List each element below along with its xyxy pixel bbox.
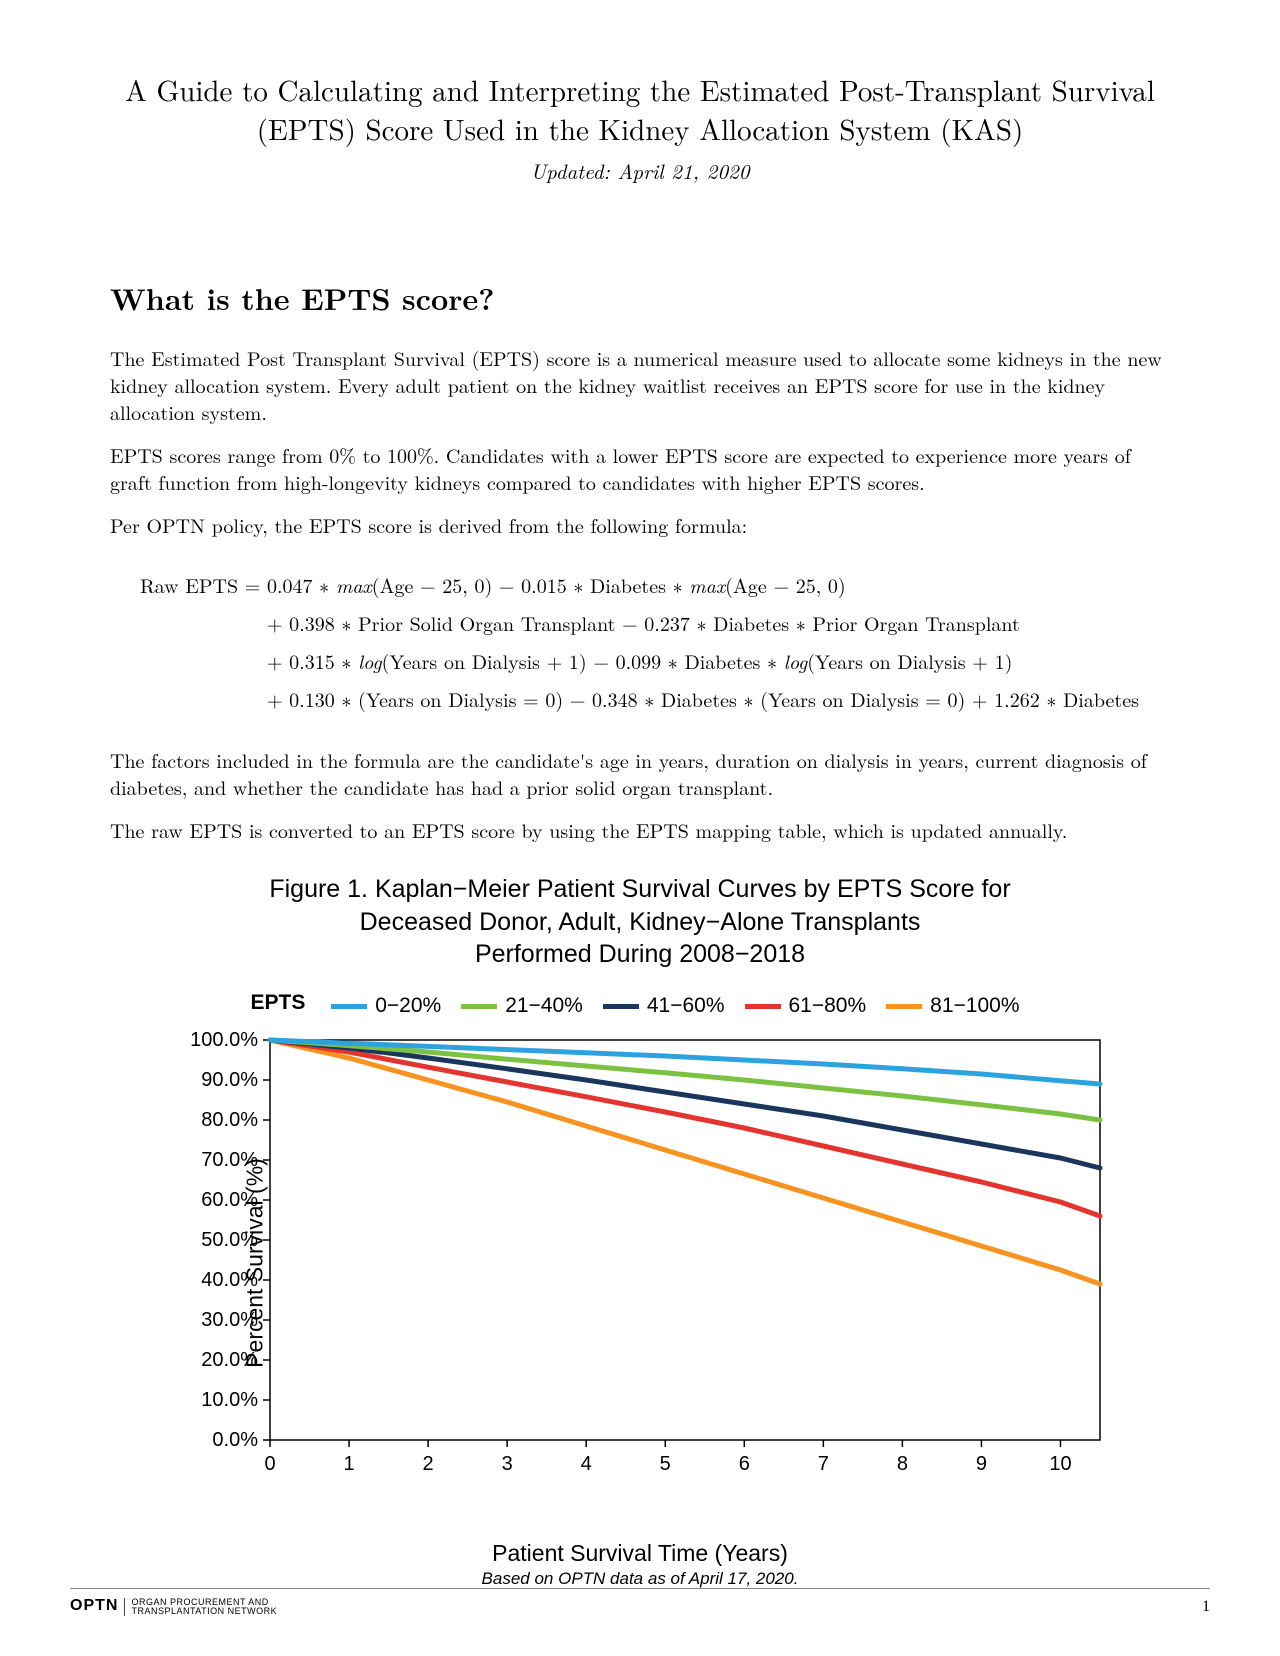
- chart-svg: 0.0%10.0%20.0%30.0%40.0%50.0%60.0%70.0%8…: [160, 1030, 1120, 1495]
- legend-swatch: [603, 1004, 639, 1009]
- footer-logo-bold: OPTN: [70, 1597, 118, 1614]
- legend-item: 81−100%: [886, 994, 1019, 1018]
- legend-label: 0−20%: [375, 994, 441, 1018]
- formula-lhs: Raw EPTS =: [140, 566, 260, 604]
- formula-line-4: + 0.130 ∗ (Years on Dialysis = 0) − 0.34…: [267, 680, 1139, 718]
- section-heading-what-is: What is the EPTS score?: [110, 276, 1170, 319]
- footer-logo: OPTN ORGAN PROCUREMENT ANDTRANSPLANTATION…: [70, 1598, 277, 1613]
- formula-line-3: + 0.315 ∗ log(Years on Dialysis + 1) − 0…: [267, 642, 1139, 680]
- formula-line-1: 0.047 ∗ max(Age − 25, 0) − 0.015 ∗ Diabe…: [267, 566, 1139, 604]
- formula-rhs: 0.047 ∗ max(Age − 25, 0) − 0.015 ∗ Diabe…: [267, 566, 1139, 718]
- svg-text:1: 1: [343, 1453, 354, 1475]
- figure-title-line-3: Performed During 2008−2018: [475, 940, 805, 968]
- page-number: 1: [1202, 1598, 1210, 1616]
- paragraph-2: EPTS scores range from 0% to 100%. Candi…: [110, 441, 1170, 495]
- svg-text:4: 4: [581, 1453, 592, 1475]
- title-line-1: A Guide to Calculating and Interpreting …: [125, 69, 1155, 110]
- figure-1: Figure 1. Kaplan−Meier Patient Survival …: [160, 873, 1120, 1589]
- legend-item: 41−60%: [603, 994, 725, 1018]
- paragraph-3: Per OPTN policy, the EPTS score is deriv…: [110, 511, 1170, 538]
- legend-swatch: [461, 1004, 497, 1009]
- legend-swatch: [331, 1004, 367, 1009]
- paragraph-4: The factors included in the formula are …: [110, 746, 1170, 800]
- raw-epts-formula: Raw EPTS = 0.047 ∗ max(Age − 25, 0) − 0.…: [140, 566, 1170, 718]
- legend-label: 41−60%: [647, 994, 725, 1018]
- svg-text:0.0%: 0.0%: [212, 1429, 258, 1451]
- figure-title-line-2: Deceased Donor, Adult, Kidney−Alone Tran…: [360, 908, 921, 936]
- svg-text:90.0%: 90.0%: [201, 1069, 258, 1091]
- legend-title: EPTS: [251, 991, 306, 1014]
- survival-chart: Percent Survival (%) 0.0%10.0%20.0%30.0%…: [160, 1030, 1120, 1495]
- legend-label: 21−40%: [505, 994, 583, 1018]
- legend-label: 81−100%: [930, 994, 1019, 1018]
- figure-title-line-1: Figure 1. Kaplan−Meier Patient Survival …: [269, 875, 1010, 903]
- svg-text:10: 10: [1049, 1453, 1071, 1475]
- paragraph-1: The Estimated Post Transplant Survival (…: [110, 344, 1170, 425]
- svg-text:80.0%: 80.0%: [201, 1109, 258, 1131]
- document-title: A Guide to Calculating and Interpreting …: [110, 70, 1170, 148]
- svg-text:8: 8: [897, 1453, 908, 1475]
- updated-date: Updated: April 21, 2020: [110, 156, 1170, 186]
- svg-text:3: 3: [502, 1453, 513, 1475]
- page-footer: OPTN ORGAN PROCUREMENT ANDTRANSPLANTATION…: [70, 1588, 1210, 1616]
- figure-title: Figure 1. Kaplan−Meier Patient Survival …: [160, 873, 1120, 971]
- svg-text:0: 0: [264, 1453, 275, 1475]
- title-line-2: (EPTS) Score Used in the Kidney Allocati…: [257, 108, 1024, 149]
- legend-swatch: [745, 1004, 781, 1009]
- svg-text:7: 7: [818, 1453, 829, 1475]
- formula-line-2: + 0.398 ∗ Prior Solid Organ Transplant −…: [267, 604, 1139, 642]
- svg-text:5: 5: [660, 1453, 671, 1475]
- chart-legend: EPTS 0−20% 21−40% 41−60% 61−80% 81−100%: [160, 991, 1120, 1019]
- legend-item: 61−80%: [745, 994, 867, 1018]
- svg-text:9: 9: [976, 1453, 987, 1475]
- legend-item: 0−20%: [331, 994, 441, 1018]
- legend-swatch: [886, 1004, 922, 1009]
- svg-text:100.0%: 100.0%: [190, 1030, 258, 1051]
- paragraph-5: The raw EPTS is converted to an EPTS sco…: [110, 816, 1170, 843]
- figure-caption: Based on OPTN data as of April 17, 2020.: [160, 1569, 1120, 1589]
- svg-text:2: 2: [423, 1453, 434, 1475]
- svg-text:10.0%: 10.0%: [201, 1389, 258, 1411]
- x-axis-label: Patient Survival Time (Years): [160, 1540, 1120, 1567]
- svg-text:6: 6: [739, 1453, 750, 1475]
- legend-item: 21−40%: [461, 994, 583, 1018]
- footer-logo-sub: ORGAN PROCUREMENT ANDTRANSPLANTATION NET…: [124, 1598, 277, 1616]
- legend-label: 61−80%: [789, 994, 867, 1018]
- y-axis-label: Percent Survival (%): [241, 1158, 268, 1368]
